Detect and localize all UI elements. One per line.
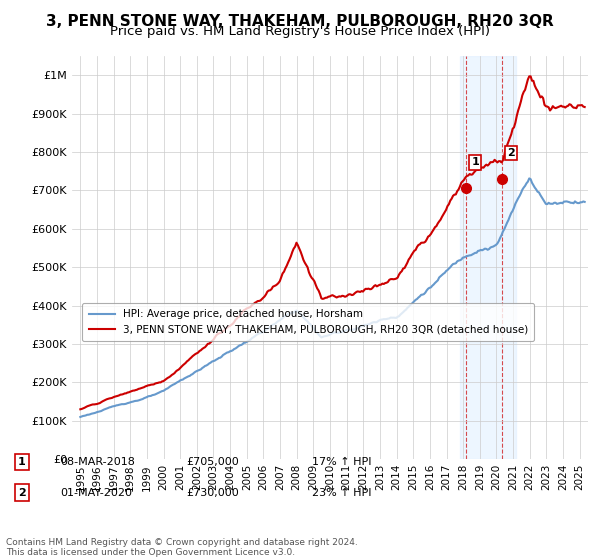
Legend: HPI: Average price, detached house, Horsham, 3, PENN STONE WAY, THAKEHAM, PULBOR: HPI: Average price, detached house, Hors… [82, 303, 535, 341]
Bar [460, 56, 517, 459]
HPI: Average price, detached house, Horsham: (2.03e+03, 6.7e+05): Average price, detached house, Horsham: … [581, 199, 588, 206]
3, PENN STONE WAY, THAKEHAM, PULBOROUGH, RH20 3QR (detached house) [215, 330, 223, 337]
3, PENN STONE WAY, THAKEHAM, PULBOROUGH, RH20 3QR (detached house) [184, 358, 191, 365]
HPI: Average price, detached house, Horsham: (2.02e+03, 7.31e+05): Average price, detached house, Horsham: … [526, 175, 533, 182]
3, PENN STONE WAY, THAKEHAM, PULBOROUGH, RH20 3QR (detached house) [77, 406, 84, 413]
3, PENN STONE WAY, THAKEHAM, PULBOROUGH, RH20 3QR (detached house) [509, 125, 516, 132]
Text: £730,000: £730,000 [186, 488, 239, 498]
Text: Contains HM Land Registry data © Crown copyright and database right 2024.
This d: Contains HM Land Registry data © Crown c… [6, 538, 358, 557]
Text: 1: 1 [472, 157, 479, 167]
Text: £705,000: £705,000 [186, 457, 239, 467]
3, PENN STONE WAY, THAKEHAM, PULBOROUGH, RH20 3QR (detached house) [581, 104, 588, 110]
HPI: Average price, detached house, Horsham: (2e+03, 2.14e+05): Average price, detached house, Horsham: … [184, 374, 191, 380]
3, PENN STONE WAY, THAKEHAM, PULBOROUGH, RH20 3QR (detached house) [280, 268, 287, 275]
3, PENN STONE WAY, THAKEHAM, PULBOROUGH, RH20 3QR (detached house) [278, 274, 285, 281]
HPI: Average price, detached house, Horsham: (2.02e+03, 6.47e+05): Average price, detached house, Horsham: … [509, 208, 516, 214]
3, PENN STONE WAY, THAKEHAM, PULBOROUGH, RH20 3QR (detached house) [527, 73, 534, 80]
Text: 3, PENN STONE WAY, THAKEHAM, PULBOROUGH, RH20 3QR: 3, PENN STONE WAY, THAKEHAM, PULBOROUGH,… [46, 14, 554, 29]
Text: 01-MAY-2020: 01-MAY-2020 [60, 488, 132, 498]
Line: 3, PENN STONE WAY, THAKEHAM, PULBOROUGH, RH20 3QR (detached house): 3, PENN STONE WAY, THAKEHAM, PULBOROUGH,… [80, 76, 584, 409]
Text: 1: 1 [18, 457, 26, 467]
Text: 2: 2 [18, 488, 26, 498]
Text: 17% ↑ HPI: 17% ↑ HPI [312, 457, 371, 467]
HPI: Average price, detached house, Horsham: (2.02e+03, 6.67e+05): Average price, detached house, Horsham: … [559, 200, 566, 207]
Text: 2: 2 [507, 148, 515, 158]
Text: 08-MAR-2018: 08-MAR-2018 [60, 457, 135, 467]
HPI: Average price, detached house, Horsham: (2.01e+03, 3.71e+05): Average price, detached house, Horsham: … [280, 313, 287, 320]
HPI: Average price, detached house, Horsham: (2.01e+03, 3.65e+05): Average price, detached house, Horsham: … [278, 316, 285, 323]
HPI: Average price, detached house, Horsham: (2e+03, 2.64e+05): Average price, detached house, Horsham: … [215, 354, 223, 361]
Text: 23% ↑ HPI: 23% ↑ HPI [312, 488, 371, 498]
Line: HPI: Average price, detached house, Horsham: HPI: Average price, detached house, Hors… [80, 179, 584, 417]
3, PENN STONE WAY, THAKEHAM, PULBOROUGH, RH20 3QR (detached house) [559, 103, 566, 110]
HPI: Average price, detached house, Horsham: (2e+03, 1.1e+05): Average price, detached house, Horsham: … [77, 414, 84, 421]
Text: Price paid vs. HM Land Registry's House Price Index (HPI): Price paid vs. HM Land Registry's House … [110, 25, 490, 38]
